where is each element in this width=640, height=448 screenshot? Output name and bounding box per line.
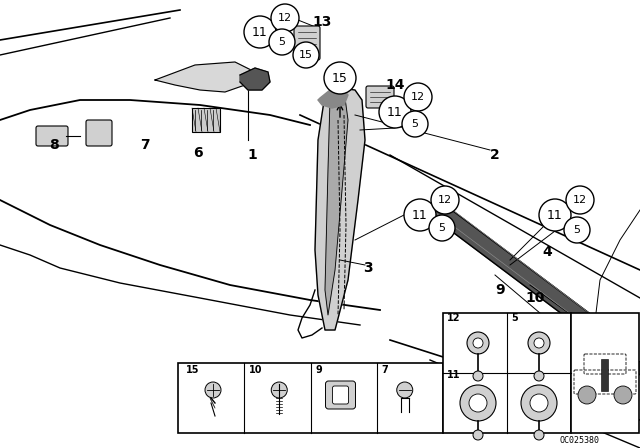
Text: 15: 15 [332, 72, 348, 85]
Text: 9: 9 [495, 283, 505, 297]
Circle shape [469, 394, 487, 412]
FancyBboxPatch shape [571, 313, 639, 433]
Circle shape [404, 83, 432, 111]
Text: 11: 11 [447, 370, 461, 380]
Circle shape [429, 215, 455, 241]
Circle shape [467, 332, 489, 354]
Circle shape [269, 29, 295, 55]
Circle shape [244, 16, 276, 48]
FancyBboxPatch shape [326, 381, 355, 409]
Text: 12: 12 [438, 195, 452, 205]
FancyBboxPatch shape [443, 313, 571, 433]
FancyBboxPatch shape [36, 126, 68, 146]
Text: 12: 12 [447, 313, 461, 323]
Text: 12: 12 [573, 195, 587, 205]
Circle shape [397, 382, 413, 398]
Text: 7: 7 [140, 138, 150, 152]
Polygon shape [560, 318, 640, 375]
Text: 11: 11 [547, 208, 563, 221]
Circle shape [534, 338, 544, 348]
Text: 12: 12 [278, 13, 292, 23]
FancyBboxPatch shape [294, 26, 320, 60]
Circle shape [324, 62, 356, 94]
Circle shape [431, 186, 459, 214]
Text: 5: 5 [573, 225, 580, 235]
Text: 8: 8 [49, 138, 59, 152]
Circle shape [404, 199, 436, 231]
Circle shape [566, 186, 594, 214]
Circle shape [534, 430, 544, 440]
Text: 12: 12 [411, 92, 425, 102]
Polygon shape [318, 88, 348, 108]
Text: 3: 3 [363, 261, 373, 275]
Text: 5: 5 [511, 313, 518, 323]
Circle shape [205, 382, 221, 398]
Text: 11: 11 [252, 26, 268, 39]
Text: 5: 5 [278, 37, 285, 47]
FancyBboxPatch shape [192, 108, 220, 132]
FancyBboxPatch shape [333, 386, 349, 404]
Circle shape [271, 4, 299, 32]
Circle shape [460, 385, 496, 421]
Text: 15: 15 [299, 50, 313, 60]
Text: 5: 5 [438, 223, 445, 233]
Text: 1: 1 [247, 148, 257, 162]
Circle shape [379, 96, 411, 128]
FancyBboxPatch shape [366, 86, 394, 108]
Polygon shape [240, 68, 270, 90]
Polygon shape [430, 205, 605, 335]
Circle shape [293, 42, 319, 68]
Circle shape [530, 394, 548, 412]
Text: 14: 14 [385, 78, 404, 92]
Circle shape [528, 332, 550, 354]
Circle shape [473, 338, 483, 348]
FancyBboxPatch shape [601, 359, 608, 391]
Text: 7: 7 [381, 365, 388, 375]
Text: 13: 13 [312, 15, 332, 29]
Polygon shape [155, 62, 255, 92]
Text: 6: 6 [193, 146, 203, 160]
Circle shape [534, 371, 544, 381]
Circle shape [614, 386, 632, 404]
Circle shape [473, 430, 483, 440]
Circle shape [473, 371, 483, 381]
Text: 10: 10 [525, 291, 545, 305]
Text: 5: 5 [412, 119, 419, 129]
Text: 10: 10 [249, 365, 263, 375]
Text: OC025380: OC025380 [560, 435, 600, 444]
Text: 15: 15 [186, 365, 200, 375]
Circle shape [564, 217, 590, 243]
Circle shape [578, 386, 596, 404]
Text: 2: 2 [490, 148, 500, 162]
Text: 11: 11 [387, 105, 403, 119]
Text: 4: 4 [542, 245, 552, 259]
FancyBboxPatch shape [86, 120, 112, 146]
Circle shape [402, 111, 428, 137]
Text: 11: 11 [412, 208, 428, 221]
Polygon shape [315, 88, 365, 330]
Circle shape [271, 382, 287, 398]
Polygon shape [325, 95, 348, 315]
Text: 9: 9 [316, 365, 323, 375]
FancyBboxPatch shape [178, 363, 443, 433]
Circle shape [539, 199, 571, 231]
Circle shape [521, 385, 557, 421]
